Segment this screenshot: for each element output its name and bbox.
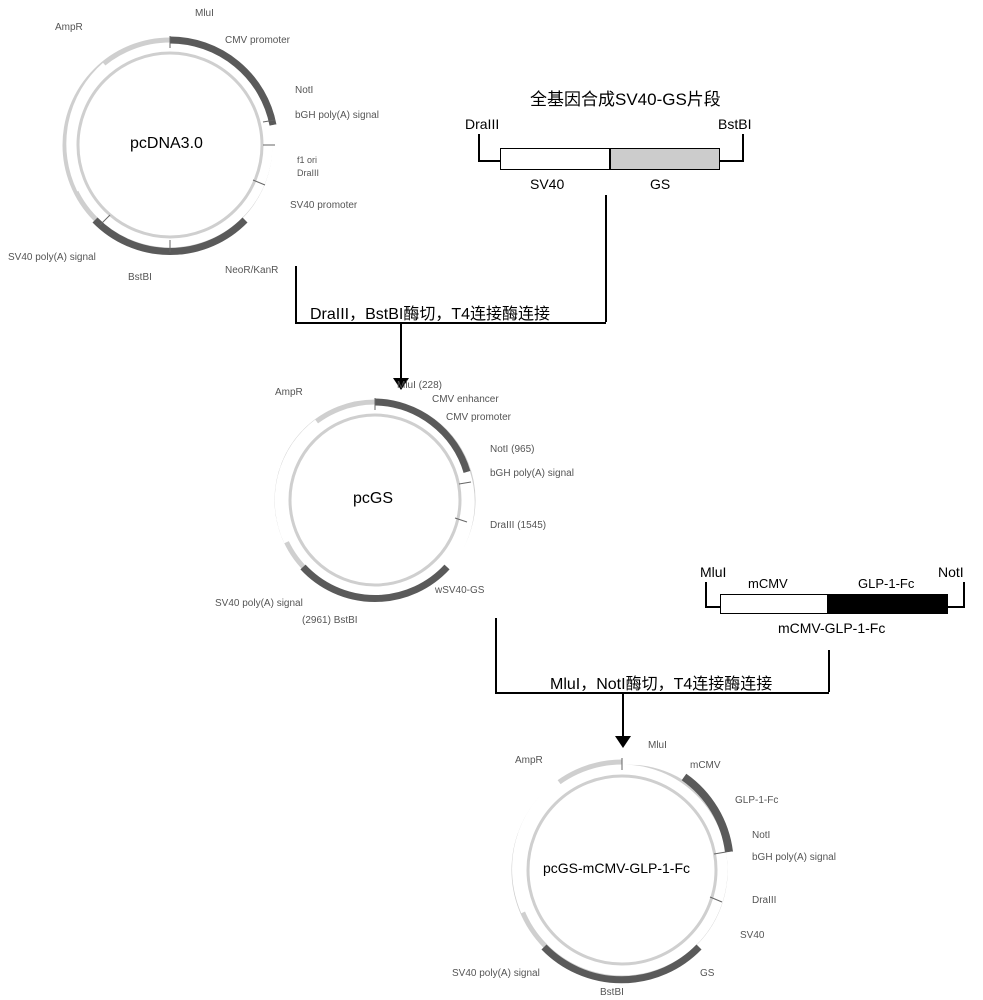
fragment1-title: 全基因合成SV40-GS片段 [530, 85, 721, 110]
p1-bstbi: BstBI [128, 272, 152, 283]
step2-v2 [828, 650, 830, 692]
step1-v1 [295, 266, 297, 322]
p1-f1ori: f1 ori [297, 155, 317, 165]
p2-bgh: bGH poly(A) signal [490, 468, 574, 479]
step1-v2 [605, 195, 607, 322]
step2-v1 [495, 618, 497, 692]
frag1-left-enz: DraIII [465, 116, 499, 132]
frag1-left-conn [478, 160, 500, 162]
frag2-lab-bottom: mCMV-GLP-1-Fc [778, 620, 885, 636]
frag1-lab-sv40: SV40 [530, 176, 564, 192]
p3-mlui: MluI [648, 740, 667, 751]
p3-gs: GS [700, 968, 714, 979]
p3-noti: NotI [752, 830, 770, 841]
p3-sv40: SV40 [740, 930, 764, 941]
frag1-lab-gs: GS [650, 176, 670, 192]
frag1-box-sv40 [500, 148, 610, 170]
p1-ampr: AmpR [55, 22, 83, 33]
plasmid1-name: pcDNA3.0 [130, 135, 203, 153]
frag2-box-glp [828, 594, 948, 614]
p1-noti: NotI [295, 85, 313, 96]
p3-bstbi: BstBI [600, 987, 624, 998]
diagram-canvas: pcDNA3.0 MluI AmpR CMV promoter NotI bGH… [0, 0, 983, 1000]
p3-ampr: AmpR [515, 755, 543, 766]
p1-bgh: bGH poly(A) signal [295, 110, 379, 121]
p2-noti: NotI (965) [490, 444, 534, 455]
frag2-lab-mcmv: mCMV [748, 576, 788, 591]
p2-draiii: DraIII (1545) [490, 520, 546, 531]
step2-vd [622, 692, 624, 738]
p2-cmve: CMV enhancer [432, 394, 499, 405]
frag1-right-conn [720, 160, 742, 162]
step2-text: MluI，NotI酶切，T4连接酶连接 [550, 670, 772, 694]
p2-bstbi: (2961) BstBI [302, 615, 358, 626]
step1-vd [400, 322, 402, 380]
p3-sv40pa: SV40 poly(A) signal [452, 968, 540, 979]
p1-sv40pa: SV40 poly(A) signal [8, 252, 96, 263]
p3-draiii: DraIII [752, 895, 776, 906]
frag2-right-enz: NotI [938, 564, 964, 580]
p2-wsv40gs: wSV40-GS [435, 585, 484, 596]
p2-sv40pa: SV40 poly(A) signal [215, 598, 303, 609]
frag2-box-mcmv [720, 594, 828, 614]
p1-draiii: DraIII [297, 168, 319, 178]
p3-bgh: bGH poly(A) signal [752, 852, 836, 863]
p2-cmvp: CMV promoter [446, 412, 511, 423]
plasmid3-name: pcGS-mCMV-GLP-1-Fc [543, 860, 690, 876]
frag1-left-end [478, 134, 480, 162]
frag2-left-conn [705, 606, 720, 608]
frag2-right-conn [948, 606, 963, 608]
p3-glp: GLP-1-Fc [735, 795, 778, 806]
plasmid2-name: pcGS [353, 490, 393, 508]
p3-mcmv: mCMV [690, 760, 721, 771]
p1-sv40p: SV40 promoter [290, 200, 357, 211]
frag2-left-end [705, 582, 707, 608]
frag2-lab-glp: GLP-1-Fc [858, 576, 914, 591]
step1-text: DraIII，BstBI酶切，T4连接酶连接 [310, 300, 550, 324]
frag1-right-enz: BstBI [718, 116, 751, 132]
frag2-right-end [963, 582, 965, 608]
frag1-right-end [742, 134, 744, 162]
p1-mlui: MluI [195, 8, 214, 19]
p1-neor: NeoR/KanR [225, 265, 278, 276]
p2-ampr: AmpR [275, 387, 303, 398]
p2-mlui: MluI (228) [397, 380, 442, 391]
p1-cmv: CMV promoter [225, 35, 290, 46]
step2-arrowhead [615, 736, 631, 748]
frag1-box-gs [610, 148, 720, 170]
frag2-left-enz: MluI [700, 564, 726, 580]
